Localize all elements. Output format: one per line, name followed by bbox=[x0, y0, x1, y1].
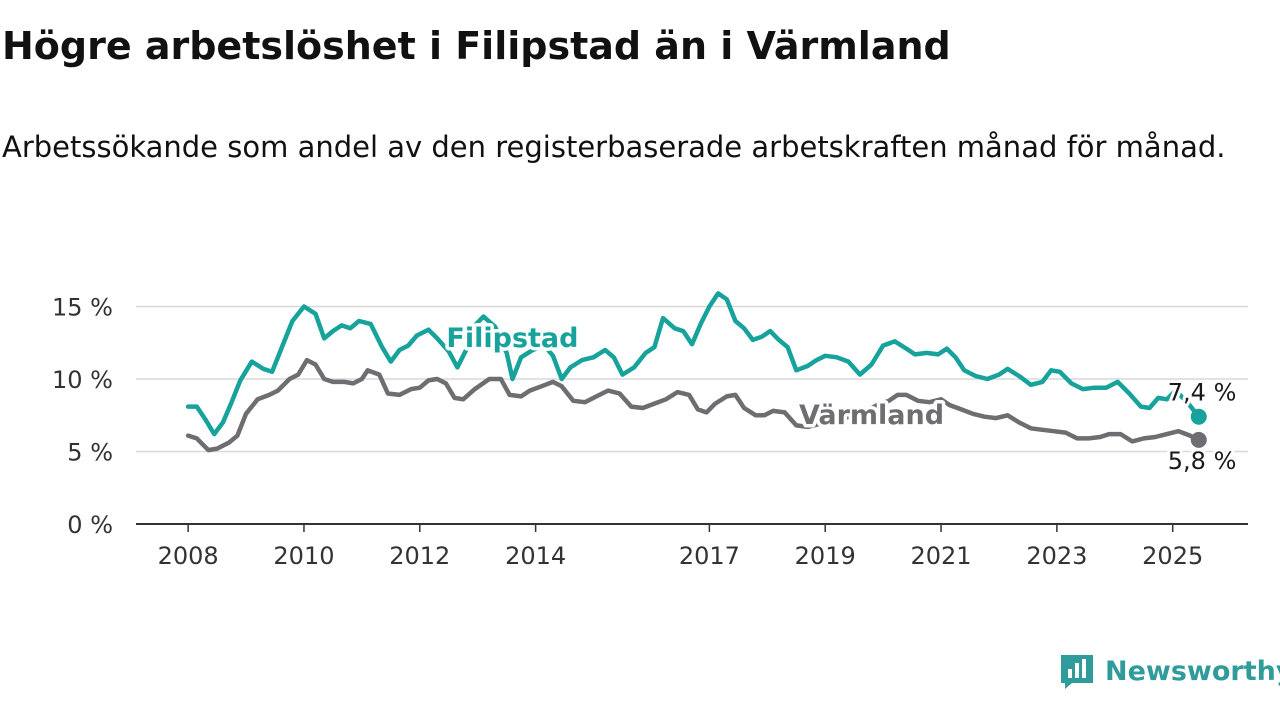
series-label: Filipstad bbox=[446, 323, 578, 354]
x-tick-label: 2019 bbox=[795, 542, 856, 570]
y-tick-label: 0 % bbox=[67, 511, 113, 539]
series-label: Värmland bbox=[799, 400, 944, 431]
end-value-label: 5,8 % bbox=[1168, 447, 1237, 475]
x-tick-label: 2017 bbox=[679, 542, 740, 570]
x-tick-label: 2008 bbox=[158, 542, 219, 570]
x-tick-label: 2014 bbox=[505, 542, 566, 570]
series-line-filipstad bbox=[185, 291, 1202, 437]
x-tick-label: 2021 bbox=[911, 542, 972, 570]
newsworthy-logo-icon bbox=[1061, 655, 1093, 689]
brand-name: Newsworthy bbox=[1105, 655, 1280, 687]
brand: Newsworthy bbox=[1058, 652, 1280, 690]
end-point-marker bbox=[1190, 431, 1207, 448]
x-tick-label: 2012 bbox=[389, 542, 450, 570]
end-value-label: 7,4 % bbox=[1168, 379, 1237, 407]
y-tick-label: 10 % bbox=[52, 366, 113, 394]
chart-title: Högre arbetslöshet i Filipstad än i Värm… bbox=[2, 24, 951, 68]
y-tick-label: 5 % bbox=[67, 439, 113, 467]
y-tick-label: 15 % bbox=[52, 294, 113, 322]
series-line-värmland bbox=[185, 357, 1202, 453]
x-tick-label: 2010 bbox=[273, 542, 334, 570]
chart-subtitle: Arbetssökande som andel av den registerb… bbox=[2, 130, 1226, 164]
x-tick-label: 2023 bbox=[1026, 542, 1087, 570]
end-point-marker bbox=[1190, 408, 1207, 425]
x-tick-label: 2025 bbox=[1142, 542, 1203, 570]
